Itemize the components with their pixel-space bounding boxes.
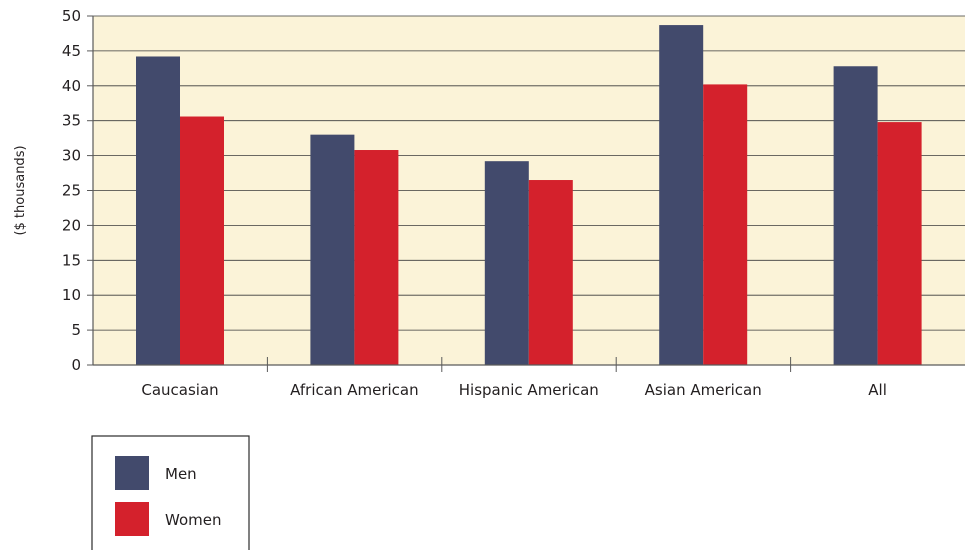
y-tick-label: 0 xyxy=(71,356,81,374)
bar-men-african-american xyxy=(310,134,355,365)
bar-men-all xyxy=(833,66,878,366)
bar-women-asian-american xyxy=(703,84,748,366)
legend-label-women: Women xyxy=(165,511,221,529)
legend-swatch-women xyxy=(115,502,149,536)
bar-men-asian-american xyxy=(659,25,704,365)
y-tick-label: 45 xyxy=(62,42,81,60)
x-category-label: Asian American xyxy=(645,381,762,399)
x-category-label: African American xyxy=(290,381,418,399)
y-tick-label: 50 xyxy=(62,7,81,25)
legend-label-men: Men xyxy=(165,465,197,483)
x-axis-category-labels: Caucasian African American Hispanic Americ… xyxy=(141,381,887,399)
bar-women-all xyxy=(877,122,922,365)
bars xyxy=(136,25,922,366)
y-axis-tick-labels: 0 5 10 15 20 25 30 35 40 45 50 xyxy=(62,7,93,374)
bar-men-hispanic-american xyxy=(484,161,529,365)
bar-women-caucasian xyxy=(180,116,224,366)
bar-women-african-american xyxy=(354,150,399,365)
bar-women-hispanic-american xyxy=(528,180,573,365)
x-category-label: Hispanic American xyxy=(459,381,599,399)
y-tick-label: 25 xyxy=(62,182,81,200)
y-tick-label: 5 xyxy=(71,321,81,339)
y-tick-label: 35 xyxy=(62,112,81,130)
y-tick-label: 10 xyxy=(62,286,81,304)
bar-men-caucasian xyxy=(136,56,180,365)
x-category-label: All xyxy=(868,381,887,399)
legend-swatch-men xyxy=(115,456,149,490)
y-tick-label: 40 xyxy=(62,77,81,95)
legend: Men Women xyxy=(91,435,250,550)
y-axis-title: ($ thousands) xyxy=(13,145,28,235)
y-tick-label: 30 xyxy=(62,147,81,165)
y-tick-label: 20 xyxy=(62,216,81,234)
y-tick-label: 15 xyxy=(62,251,81,269)
x-category-label: Caucasian xyxy=(141,381,218,399)
